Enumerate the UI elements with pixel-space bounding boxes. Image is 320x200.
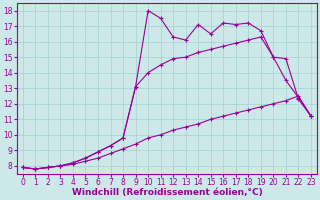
X-axis label: Windchill (Refroidissement éolien,°C): Windchill (Refroidissement éolien,°C)	[72, 188, 262, 197]
